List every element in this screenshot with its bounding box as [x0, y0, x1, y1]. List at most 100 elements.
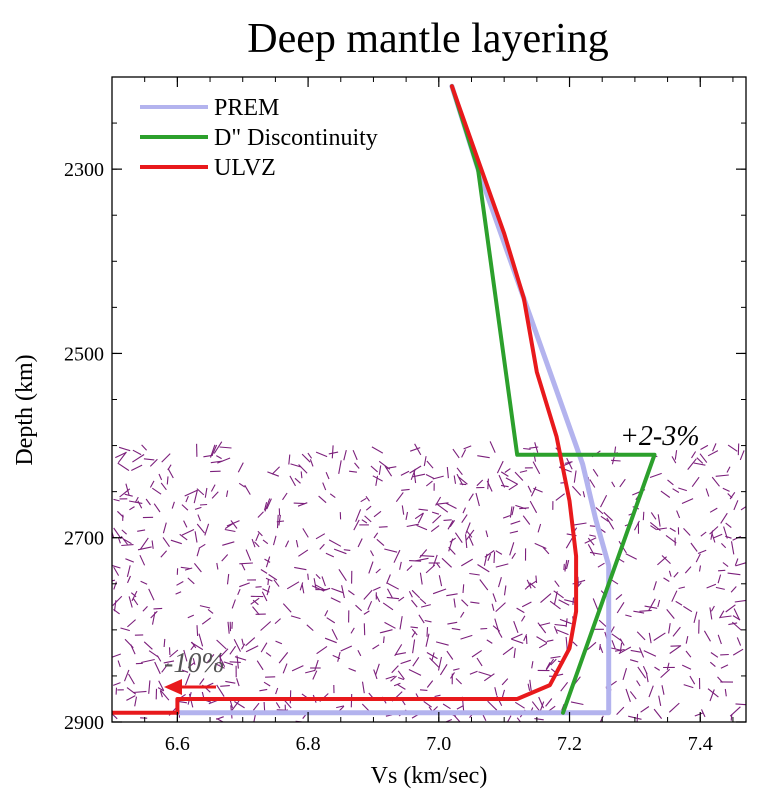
hatch-dash: [391, 665, 399, 674]
hatch-dash: [260, 569, 268, 574]
hatch-dash: [442, 703, 451, 710]
hatch-dash: [226, 573, 230, 585]
hatch-dash: [728, 622, 738, 626]
hatch-dash: [447, 520, 454, 530]
hatch-dash: [642, 511, 645, 521]
hatch-dash: [669, 527, 676, 532]
hatch-dash: [382, 636, 385, 644]
hatch-dash: [571, 485, 582, 496]
hatch-dash: [663, 577, 670, 582]
hatch-dash: [264, 498, 271, 512]
hatch-dash: [239, 562, 253, 565]
hatch-dash: [446, 466, 449, 479]
hatch-dash: [160, 550, 168, 558]
hatch-dash: [400, 659, 411, 665]
hatch-dash: [131, 590, 138, 602]
hatch-dash: [145, 498, 151, 506]
hatch-dash: [584, 537, 597, 544]
hatch-dash: [384, 548, 398, 553]
hatch-dash: [113, 498, 120, 502]
legend-label-ulvz: ULVZ: [214, 155, 276, 181]
hatch-dash: [498, 474, 506, 488]
hatch-dash: [161, 663, 169, 673]
hatch-dash: [181, 529, 195, 536]
hatch-dash: [250, 597, 260, 605]
hatch-dash: [210, 460, 224, 464]
hatch-dash: [502, 515, 511, 519]
hatch-dash: [117, 462, 130, 472]
hatch-dash: [294, 566, 307, 571]
hatch-dash: [216, 684, 225, 697]
hatch-dash: [373, 532, 379, 539]
hatch-dash: [462, 584, 465, 594]
hatch-dash: [487, 700, 498, 711]
hatch-dash: [509, 542, 515, 556]
hatch-dash: [536, 636, 548, 644]
hatch-dash: [329, 493, 336, 499]
hatch-dash: [426, 680, 434, 688]
hatch-dash: [429, 657, 440, 668]
hatch-dash: [611, 640, 616, 649]
hatch-dash: [426, 460, 434, 469]
hatch-dash: [636, 713, 639, 722]
hatch-dash: [124, 638, 134, 649]
lowermost-mantle-hatch: [112, 441, 746, 722]
hatch-dash: [113, 527, 122, 540]
x-tick-label: 7.2: [557, 733, 582, 755]
hatch-dash: [375, 568, 381, 574]
hatch-dash: [295, 539, 299, 548]
legend: PREM D" Discontinuity ULVZ: [140, 95, 378, 181]
hatch-dash: [484, 550, 495, 558]
legend-label-discontinuity: D" Discontinuity: [214, 125, 378, 151]
hatch-dash: [149, 458, 158, 467]
hatch-dash: [225, 680, 236, 684]
hatch-dash: [660, 668, 671, 679]
hatch-dash: [698, 565, 702, 572]
hatch-dash: [493, 551, 496, 564]
hatch-dash: [229, 661, 241, 663]
hatch-dash: [330, 597, 341, 603]
hatch-dash: [328, 451, 339, 455]
hatch-dash: [229, 645, 237, 655]
hatch-dash: [534, 542, 547, 550]
hatch-dash: [509, 506, 513, 518]
hatch-dash: [465, 529, 475, 541]
hatch-dash: [167, 468, 174, 479]
hatch-dash: [687, 458, 697, 470]
hatch-dash: [500, 471, 509, 477]
hatch-dash: [736, 637, 742, 646]
hatch-dash: [273, 579, 280, 587]
hatch-dash: [718, 569, 726, 572]
hatch-dash: [332, 654, 341, 660]
hatch-dash: [469, 670, 478, 675]
hatch-dash: [337, 651, 341, 662]
hatch-dash: [456, 473, 464, 486]
hatch-dash: [650, 525, 658, 531]
hatch-dash: [460, 634, 473, 640]
hatch-dash: [187, 614, 195, 619]
hatch-dash: [231, 599, 236, 609]
hatch-dash: [432, 554, 438, 567]
hatch-dash: [143, 641, 153, 650]
hatch-dash: [529, 582, 536, 589]
hatch-dash: [521, 615, 526, 622]
hatch-dash: [153, 607, 163, 610]
hatch-dash: [549, 600, 561, 610]
legend-label-prem: PREM: [214, 95, 279, 121]
hatch-dash: [275, 702, 281, 709]
hatch-dash: [523, 634, 528, 642]
hatch-dash: [216, 562, 219, 570]
hatch-dash: [161, 453, 171, 463]
hatch-dash: [263, 502, 268, 511]
hatch-dash: [266, 498, 272, 510]
hatch-dash: [649, 472, 662, 479]
hatch-dash: [431, 511, 440, 515]
hatch-dash: [653, 581, 657, 591]
hatch-dash: [325, 552, 335, 558]
hatch-dash: [406, 523, 419, 528]
hatch-dash: [513, 648, 516, 659]
hatch-dash: [148, 588, 155, 601]
hatch-dash: [511, 638, 524, 644]
hatch-dash: [265, 652, 272, 657]
hatch-dash: [650, 512, 657, 520]
